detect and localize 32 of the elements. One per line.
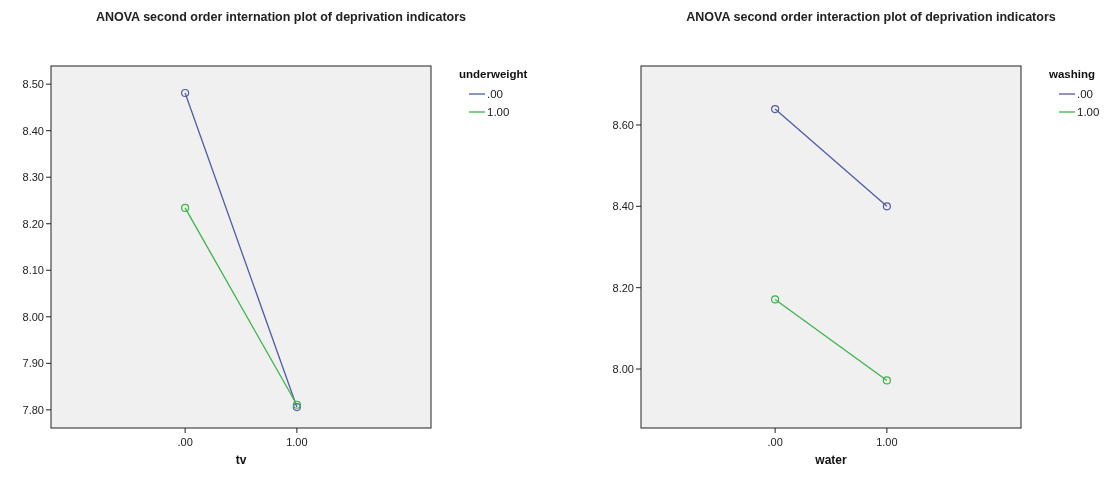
y-tick-label: 8.20: [612, 281, 634, 294]
x-tick-label: .00: [177, 436, 193, 448]
point: [771, 105, 780, 114]
x-tick-label: .00: [767, 436, 783, 448]
y-tick-label: 8.00: [612, 362, 634, 375]
point: [882, 202, 891, 211]
x-tick-label: 1.00: [286, 436, 308, 448]
y-tick-label: 8.40: [612, 200, 634, 213]
y-tick-label: 8.10: [22, 264, 44, 277]
legend-title: washing: [1048, 68, 1096, 80]
chart-title: ANOVA second order interaction plot of deprivation indicators: [686, 10, 1056, 24]
legend-label: 1.00: [487, 106, 510, 119]
legend-label: .00: [1077, 88, 1093, 101]
legend-label: .00: [487, 88, 503, 101]
point: [771, 295, 780, 304]
y-tick-label: 8.50: [22, 78, 44, 90]
y-tick-label: 7.80: [22, 403, 44, 416]
y-tick-label: 8.20: [22, 217, 44, 230]
legend-title: underweight: [459, 68, 528, 80]
x-tick-label: 1.00: [876, 436, 898, 448]
point: [181, 88, 190, 98]
chart-title: ANOVA second order internation plot of deprivation indicators: [95, 10, 467, 24]
legend-label: 1.00: [1077, 106, 1100, 119]
point: [882, 376, 891, 385]
x-axis-title: water: [814, 453, 847, 467]
y-tick-label: 8.40: [22, 124, 44, 137]
y-tick-label: 7.90: [22, 357, 44, 370]
y-tick-label: 8.60: [612, 118, 634, 131]
y-tick-label: 8.00: [22, 310, 44, 323]
x-axis-title: tv: [235, 453, 247, 467]
y-tick-label: 8.30: [22, 171, 44, 184]
point: [181, 203, 190, 213]
